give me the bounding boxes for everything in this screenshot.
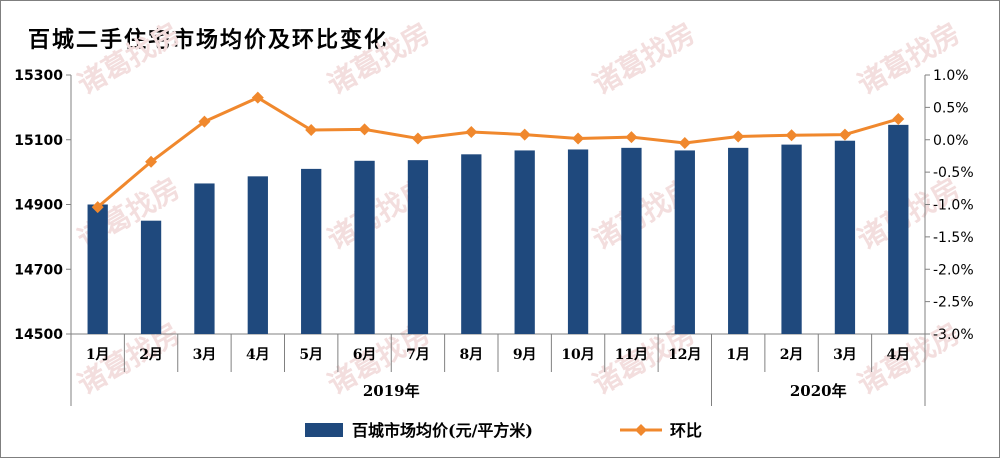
category-label: 2月 xyxy=(780,347,804,363)
category-label: 1月 xyxy=(86,347,110,363)
legend-line-label: 环比 xyxy=(670,421,702,440)
line-point xyxy=(198,115,211,128)
legend-line-marker xyxy=(635,424,647,436)
left-tick-label: 14500 xyxy=(14,327,63,343)
line-point xyxy=(732,130,745,143)
legend: 百城市场均价(元/平方米) 环比 xyxy=(305,421,702,440)
line-point xyxy=(838,128,851,141)
category-label: 5月 xyxy=(299,347,323,363)
right-tick-label: -0.5% xyxy=(933,165,974,181)
line-point xyxy=(518,128,531,141)
bar xyxy=(407,160,429,334)
category-label: 12月 xyxy=(668,347,701,363)
bar-series xyxy=(87,124,909,334)
line-point xyxy=(465,125,478,138)
category-label: 4月 xyxy=(886,347,910,363)
right-tick-label: -1.0% xyxy=(933,198,974,214)
year-label: 2019年 xyxy=(363,382,420,400)
line-point xyxy=(892,113,905,126)
axis-labels: 14500 14700 14900 15100 15300 1.0% 0.5% 0.0% -0.… xyxy=(14,68,973,400)
line-point xyxy=(305,124,318,137)
left-tick-label: 15100 xyxy=(14,133,63,149)
watermark-text: 诸葛找房 xyxy=(587,16,701,101)
line-point xyxy=(785,129,798,142)
category-label: 1月 xyxy=(726,347,750,363)
year-label: 2020年 xyxy=(790,382,847,400)
category-label: 3月 xyxy=(833,347,857,363)
category-label: 2月 xyxy=(139,347,163,363)
left-tick-label: 15300 xyxy=(14,68,63,84)
right-tick-label: -3.0% xyxy=(933,327,974,343)
right-tick-label: 1.0% xyxy=(933,68,969,84)
right-tick-label: -1.5% xyxy=(933,230,974,246)
right-tick-label: -2.0% xyxy=(933,262,974,278)
bar xyxy=(140,220,162,334)
bar xyxy=(461,154,482,334)
legend-bar-label: 百城市场均价(元/平方米) xyxy=(352,421,533,440)
watermark-text: 诸葛找房 xyxy=(852,16,966,101)
category-label: 7月 xyxy=(406,347,430,363)
bar xyxy=(567,149,589,334)
bar xyxy=(247,176,268,334)
category-label: 3月 xyxy=(193,347,217,363)
bar xyxy=(514,150,535,334)
line-series xyxy=(91,91,905,214)
watermark-text: 诸葛找房 xyxy=(322,16,436,101)
bar xyxy=(781,144,802,334)
bar xyxy=(354,160,375,334)
line-point xyxy=(91,201,104,214)
category-label: 6月 xyxy=(353,347,377,363)
line-point xyxy=(145,155,158,168)
line-point xyxy=(625,131,638,144)
category-label: 9月 xyxy=(513,347,537,363)
chart-title: 百城二手住宅市场均价及环比变化 xyxy=(28,27,389,53)
right-tick-label: -2.5% xyxy=(933,295,974,311)
bar xyxy=(728,147,749,334)
bar xyxy=(888,124,909,334)
bar xyxy=(194,183,215,334)
line-path xyxy=(96,96,899,209)
line-point xyxy=(678,136,691,149)
bar xyxy=(621,147,642,334)
category-label: 4月 xyxy=(246,347,270,363)
right-tick-label: 0.0% xyxy=(933,133,969,149)
bar xyxy=(87,204,108,334)
category-label: 10月 xyxy=(561,347,594,363)
bar xyxy=(834,140,856,334)
watermark-text: 诸葛找房 xyxy=(72,16,186,101)
category-label: 8月 xyxy=(459,347,483,363)
line-point xyxy=(572,132,585,145)
bar xyxy=(674,150,695,334)
line-point xyxy=(358,123,371,136)
legend-bar-swatch xyxy=(305,423,343,437)
line-point xyxy=(411,132,424,145)
line-point xyxy=(251,91,264,104)
bar xyxy=(301,168,322,334)
left-tick-label: 14700 xyxy=(14,262,63,278)
left-tick-label: 14900 xyxy=(14,198,63,214)
category-label: 11月 xyxy=(615,347,648,363)
right-tick-label: 0.5% xyxy=(933,100,969,116)
